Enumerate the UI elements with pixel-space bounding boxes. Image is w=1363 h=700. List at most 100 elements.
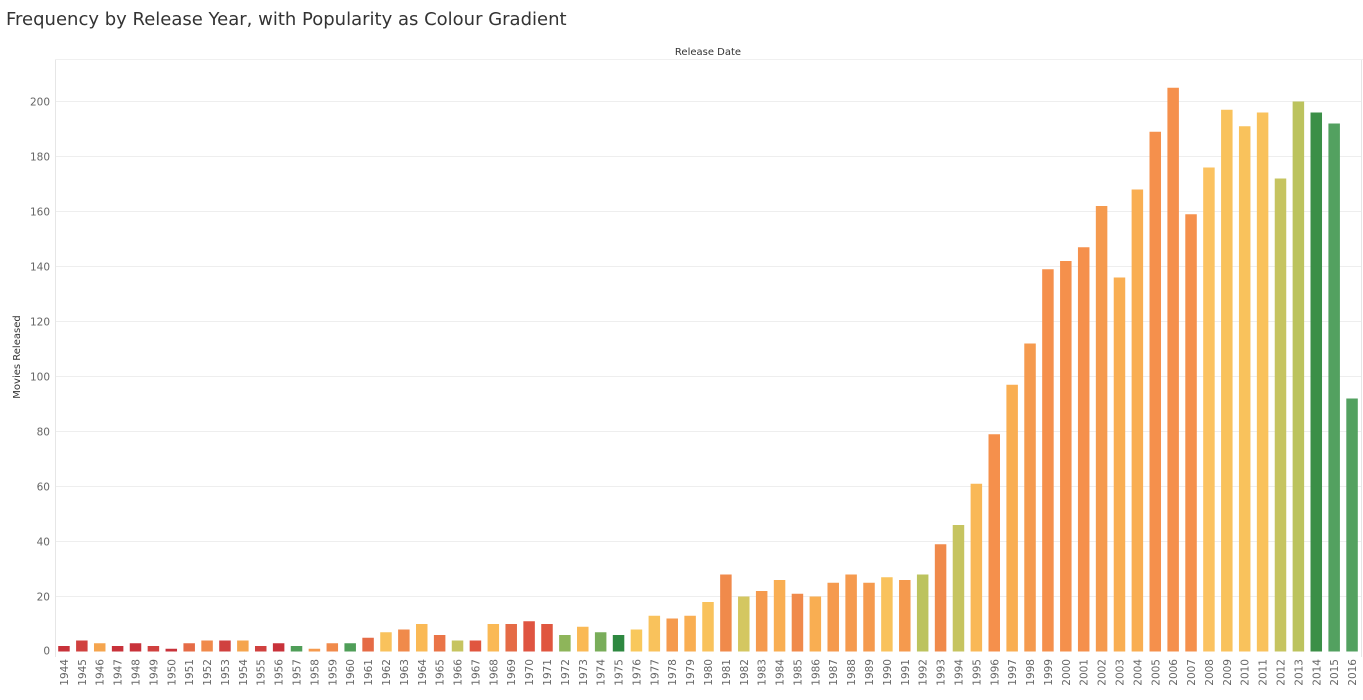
x-tick-label: 2008: [1204, 659, 1216, 686]
x-tick-label: 1980: [703, 659, 715, 686]
bar-1985: [791, 593, 804, 652]
y-tick-label: 180: [30, 152, 50, 164]
x-tick-label: 1969: [506, 659, 518, 686]
x-tick-label: 1960: [345, 659, 357, 686]
x-tick-label: 1989: [864, 659, 876, 686]
y-tick-label: 0: [43, 646, 50, 658]
x-tick-label: 2012: [1275, 659, 1287, 686]
bar-1986: [809, 596, 822, 652]
bar-1998: [1024, 343, 1036, 652]
x-tick-label: 1973: [578, 659, 590, 686]
x-tick-label: 2006: [1168, 659, 1180, 686]
bar-1991: [899, 580, 911, 652]
x-tick-label: 1958: [309, 659, 321, 686]
x-tick-label: 2015: [1329, 659, 1341, 686]
y-tick-label: 200: [30, 97, 50, 109]
bar-1996: [988, 434, 1000, 652]
bar-1961: [362, 637, 374, 652]
x-tick-label: 1994: [953, 659, 965, 686]
x-tick-label: 1983: [757, 659, 769, 686]
bar-2001: [1077, 247, 1090, 652]
bar-2005: [1149, 131, 1162, 652]
bar-2008: [1203, 167, 1215, 652]
bar-1954: [237, 640, 249, 652]
bar-1975: [612, 635, 625, 652]
bar-1980: [702, 602, 714, 652]
x-tick-label: 1970: [524, 659, 536, 686]
bar-1957: [290, 646, 303, 652]
x-tick-label: 2001: [1079, 659, 1091, 686]
x-tick-label: 1981: [721, 659, 733, 686]
x-tick-label: 1976: [631, 659, 643, 686]
x-tick-label: 1950: [166, 659, 178, 686]
x-tick-label: 1948: [131, 659, 143, 686]
x-tick-label: 2013: [1293, 659, 1305, 686]
bar-2012: [1274, 178, 1287, 652]
bar-1988: [845, 574, 857, 652]
bar-1971: [541, 624, 553, 652]
bar-1994: [952, 525, 965, 652]
bar-2013: [1292, 101, 1305, 652]
x-tick-label: 1956: [274, 659, 286, 686]
bar-1966: [451, 640, 464, 652]
x-tick-label: 1951: [184, 659, 196, 686]
x-tick-labels: 1944 1945 1946 1947 1948 1949 1950 1951 1952 1953…: [59, 659, 1359, 686]
x-tick-label: 2014: [1311, 659, 1323, 686]
bar-1983: [755, 591, 768, 652]
x-tick-label: 1974: [596, 659, 608, 686]
x-tick-label: 1972: [560, 659, 572, 686]
bars: [58, 87, 1358, 652]
x-tick-label: 1988: [846, 659, 858, 686]
x-tick-label: 1968: [488, 659, 500, 686]
x-tick-label: 1999: [1043, 659, 1055, 686]
x-tick-label: 2007: [1186, 659, 1198, 686]
x-tick-label: 1953: [220, 659, 232, 686]
bar-1993: [934, 544, 947, 652]
bar-1955: [254, 646, 267, 652]
x-tick-label: 1944: [59, 659, 71, 686]
x-tick-label: 1975: [614, 659, 626, 686]
x-tick-label: 1984: [775, 659, 787, 686]
x-tick-label: 1962: [381, 659, 393, 686]
x-tick-label: 1992: [918, 659, 930, 686]
x-tick-label: 1946: [95, 659, 107, 686]
y-tick-label: 40: [37, 537, 50, 549]
bar-1969: [505, 624, 517, 652]
bar-1973: [577, 626, 589, 652]
bar-1950: [165, 648, 178, 652]
x-tick-label: 1963: [399, 659, 411, 686]
x-tick-label: 1947: [113, 659, 125, 686]
y-axis-label: Movies Released: [12, 315, 23, 398]
bar-1977: [648, 615, 661, 652]
bar-1990: [881, 577, 893, 652]
bar-1995: [970, 483, 983, 652]
bar-1947: [111, 646, 124, 652]
bar-1968: [487, 624, 500, 652]
bar-1952: [201, 640, 213, 652]
bar-1964: [416, 624, 428, 652]
y-tick-label: 80: [37, 427, 50, 439]
bar-1992: [916, 574, 929, 652]
bar-2009: [1221, 109, 1233, 652]
bar-2003: [1113, 277, 1126, 652]
x-tick-label: 1978: [667, 659, 679, 686]
x-tick-label: 1945: [77, 659, 89, 686]
bar-1945: [76, 640, 88, 652]
x-tick-label: 1979: [685, 659, 697, 686]
x-tick-label: 1961: [363, 659, 375, 686]
x-tick-label: 1959: [327, 659, 339, 686]
x-tick-label: 1949: [148, 659, 160, 686]
bar-1978: [666, 618, 678, 652]
bar-1946: [93, 643, 106, 652]
x-tick-label: 1977: [649, 659, 661, 686]
x-tick-label: 1967: [470, 659, 482, 686]
x-tick-label: 2004: [1132, 659, 1144, 686]
x-tick-label: 1957: [292, 659, 304, 686]
x-tick-label: 2003: [1114, 659, 1126, 686]
x-tick-label: 1952: [202, 659, 214, 686]
y-tick-labels: 0 20 40 60 80 100 120 140 160 180 200: [30, 97, 50, 658]
bar-1982: [738, 596, 750, 652]
x-tick-label: 1955: [256, 659, 268, 686]
bar-1965: [433, 635, 446, 652]
x-tick-label: 1964: [417, 659, 429, 686]
